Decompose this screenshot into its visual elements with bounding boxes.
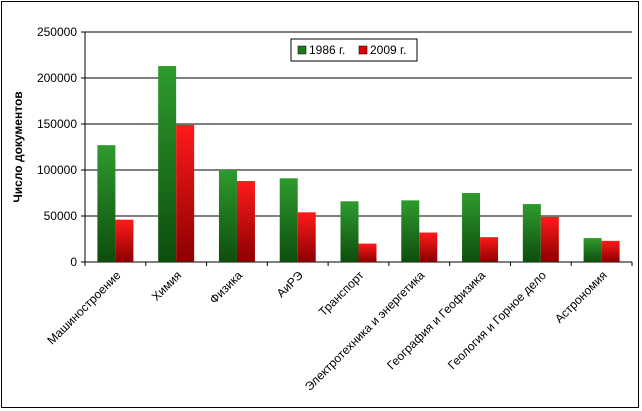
- legend-label: 2009 г.: [370, 43, 406, 57]
- x-tick-label: АиРЭ: [274, 268, 306, 300]
- bar-1986: [401, 200, 420, 262]
- y-tick-label: 200000: [37, 71, 77, 85]
- bar-2009: [236, 181, 255, 262]
- x-tick-label: Электротехника и энергетика: [302, 268, 428, 394]
- bar-2009: [419, 232, 438, 262]
- bar-2009: [480, 237, 499, 262]
- bar-1986: [158, 66, 177, 262]
- y-axis-title: Число документов: [11, 91, 25, 202]
- bar-1986: [583, 238, 602, 262]
- bar-2009: [176, 124, 195, 262]
- x-tick-label: Химия: [149, 268, 184, 303]
- bar-1986: [522, 204, 541, 262]
- bar-2009: [601, 240, 620, 262]
- bar-2009: [115, 219, 134, 262]
- y-tick-label: 150000: [37, 117, 77, 131]
- x-tick-label: Астрономия: [552, 268, 610, 326]
- bar-2009: [540, 216, 559, 262]
- x-tick-label: Геология и Горное дело: [445, 268, 549, 372]
- x-tick-label: География и Геофизика: [384, 268, 488, 372]
- x-tick-label: Транспорт: [316, 268, 367, 319]
- bar-1986: [462, 193, 481, 262]
- bar-1986: [97, 145, 116, 262]
- legend-swatch: [297, 45, 307, 55]
- legend-swatch: [358, 45, 368, 55]
- y-tick-label: 100000: [37, 163, 77, 177]
- bar-2009: [297, 212, 316, 262]
- bar-1986: [218, 170, 237, 262]
- legend-box: [290, 38, 418, 62]
- y-tick-label: 250000: [37, 25, 77, 39]
- x-tick-label: Физика: [207, 268, 246, 307]
- y-tick-label: 0: [70, 255, 77, 269]
- x-tick-label: Машиностроение: [44, 268, 123, 347]
- y-tick-label: 50000: [44, 209, 78, 223]
- bar-2009: [358, 243, 377, 262]
- bar-1986: [279, 178, 298, 262]
- legend-label: 1986 г.: [309, 43, 345, 57]
- bar-1986: [340, 201, 359, 262]
